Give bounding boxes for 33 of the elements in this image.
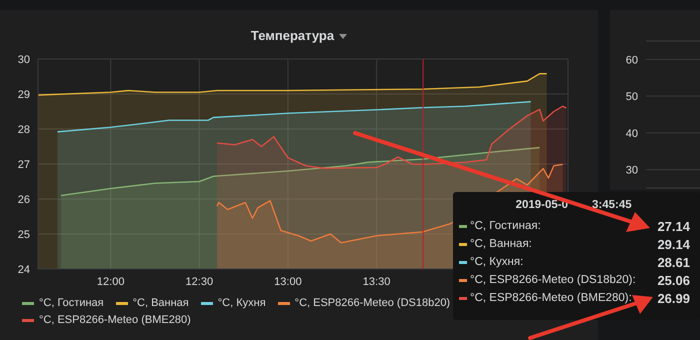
y-tick-label: 40 (626, 128, 638, 140)
text: °C, ESP8266-Meteo (BME280): (470, 292, 633, 304)
text: °C, ESP8266-Meteo (DS18b20): (470, 274, 637, 286)
text: 27.14 (657, 218, 690, 234)
text: 25.06 (657, 272, 690, 288)
y-tick-label: 28 (18, 124, 30, 136)
text: 28.61 (657, 254, 690, 270)
text: 3:45:45 (592, 199, 632, 211)
x-tick-label: 13:30 (362, 276, 390, 288)
legend-label: °C, ESP8266-Meteo (BME280) (38, 314, 191, 326)
y-tick-label: 27 (18, 158, 30, 171)
x-tick-label: 12:00 (96, 276, 124, 288)
annotation: °C, Ванная: (470, 238, 533, 250)
x-tick-label: 13:00 (274, 276, 302, 288)
x-tick-label: 12:30 (186, 276, 214, 288)
y-tick-label: 25 (18, 228, 30, 241)
text: 26.99 (657, 290, 690, 306)
legend-label: °C, Кухня (216, 297, 266, 309)
y-tick-label: 24 (18, 264, 30, 276)
text: 29.14 (657, 236, 690, 252)
annotation: 2019-05-0 (516, 199, 568, 211)
y-tick-label: 30 (626, 164, 638, 177)
annotation: °C, Гостиная: (470, 220, 542, 232)
y-tick-label: 26 (18, 194, 30, 206)
chart-title: Температура (250, 28, 334, 43)
annotation: °C, Кухня: (470, 256, 524, 268)
y-tick-label: 60 (626, 54, 638, 66)
y-tick-label: 50 (626, 91, 638, 104)
y-tick-label: 30 (18, 54, 30, 66)
y-tick-label: 29 (18, 88, 30, 101)
legend-label: °C, Гостиная (38, 297, 104, 309)
legend-label: °C, ESP8266-Meteo (DS18b20) (294, 297, 450, 309)
legend-label: °C, Ванная (132, 297, 189, 309)
